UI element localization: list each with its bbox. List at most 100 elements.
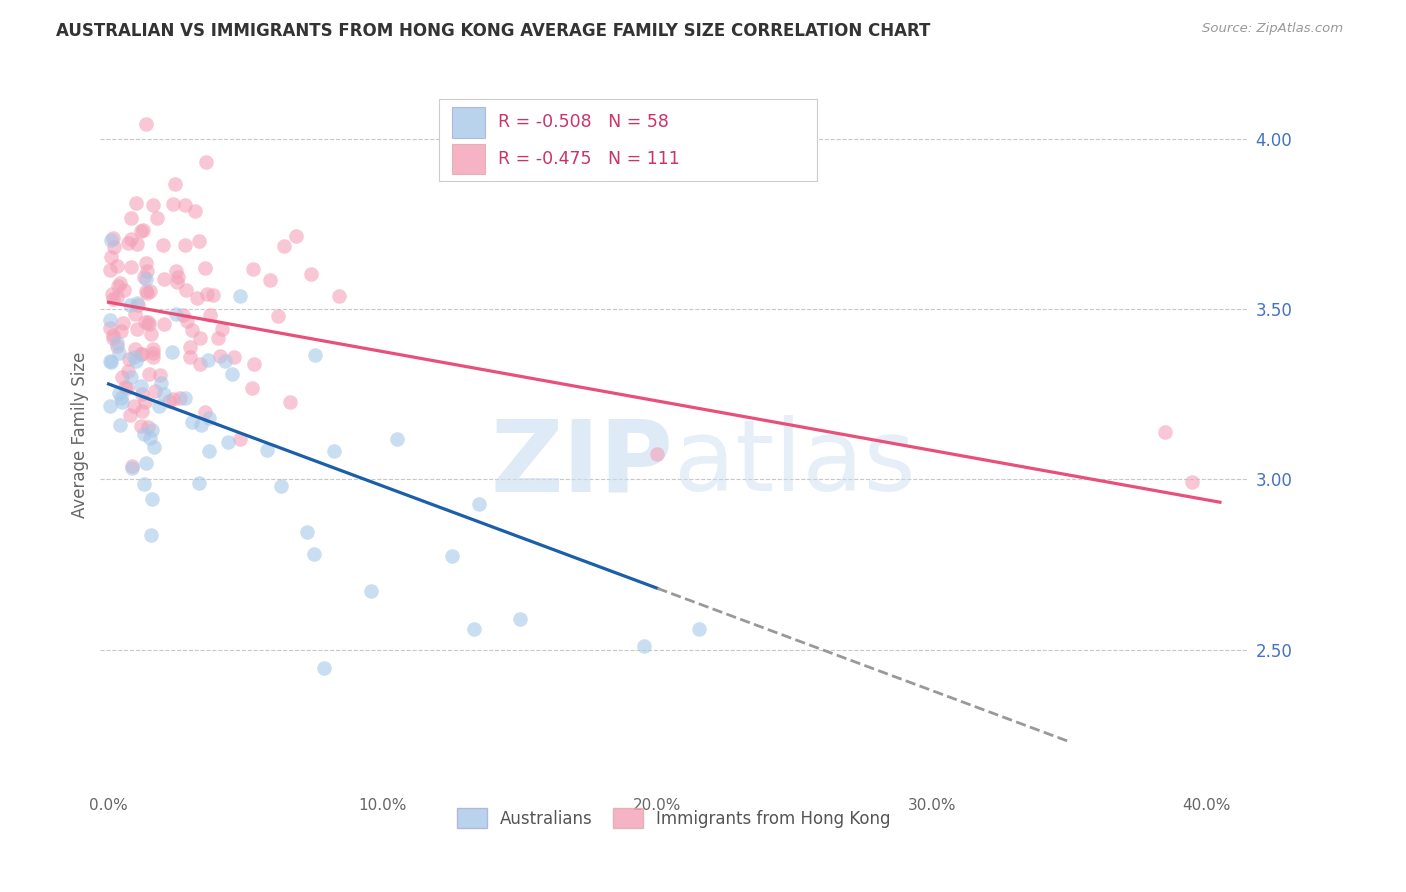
Point bbox=[207, 331, 229, 345]
Point bbox=[242, 262, 264, 277]
Point bbox=[117, 235, 139, 250]
Point bbox=[134, 269, 156, 284]
Point bbox=[224, 350, 246, 364]
Point bbox=[256, 443, 278, 458]
Point bbox=[142, 342, 165, 356]
Point bbox=[173, 237, 195, 252]
Point bbox=[125, 354, 148, 368]
Point bbox=[198, 411, 221, 425]
Point bbox=[463, 623, 485, 637]
Point bbox=[98, 262, 121, 277]
Point bbox=[135, 285, 157, 299]
Point bbox=[197, 352, 219, 367]
Point bbox=[134, 427, 156, 442]
Point bbox=[125, 296, 148, 310]
Point bbox=[135, 456, 157, 470]
Point bbox=[108, 418, 131, 433]
Point bbox=[162, 392, 184, 407]
Text: R = -0.475   N = 111: R = -0.475 N = 111 bbox=[498, 150, 681, 168]
Point bbox=[174, 391, 197, 405]
Point bbox=[141, 528, 163, 542]
Point bbox=[299, 267, 322, 281]
Point bbox=[100, 233, 122, 247]
Point bbox=[174, 198, 197, 212]
Point bbox=[304, 547, 326, 561]
Point bbox=[240, 380, 263, 394]
Point bbox=[136, 315, 159, 329]
Point bbox=[118, 351, 141, 366]
Point bbox=[188, 357, 211, 371]
Point bbox=[117, 364, 139, 378]
FancyBboxPatch shape bbox=[439, 99, 817, 181]
Text: AUSTRALIAN VS IMMIGRANTS FROM HONG KONG AVERAGE FAMILY SIZE CORRELATION CHART: AUSTRALIAN VS IMMIGRANTS FROM HONG KONG … bbox=[56, 22, 931, 40]
Point bbox=[142, 350, 165, 364]
Point bbox=[98, 321, 121, 335]
Point bbox=[197, 444, 219, 458]
Point bbox=[468, 497, 491, 511]
Point bbox=[259, 273, 281, 287]
Point bbox=[149, 376, 172, 390]
Point bbox=[121, 458, 143, 473]
Point bbox=[242, 358, 264, 372]
Point bbox=[117, 382, 139, 396]
Point bbox=[221, 367, 243, 381]
Point bbox=[122, 351, 145, 365]
Point bbox=[121, 461, 143, 475]
Point bbox=[141, 423, 163, 437]
Point bbox=[647, 446, 669, 460]
Point bbox=[179, 350, 201, 364]
Point bbox=[129, 379, 152, 393]
Point bbox=[509, 612, 531, 626]
Point bbox=[132, 223, 155, 237]
Point bbox=[98, 400, 121, 414]
Point bbox=[107, 346, 129, 360]
Point bbox=[194, 405, 217, 419]
Point bbox=[101, 286, 124, 301]
Point bbox=[152, 387, 174, 401]
Point bbox=[211, 322, 233, 336]
Point bbox=[440, 549, 463, 564]
Point bbox=[149, 368, 172, 383]
Point bbox=[198, 308, 221, 322]
Point bbox=[135, 117, 157, 131]
Point bbox=[285, 228, 308, 243]
Point bbox=[145, 211, 167, 226]
Point bbox=[180, 415, 202, 429]
Point bbox=[132, 476, 155, 491]
Point bbox=[105, 336, 128, 351]
Point bbox=[176, 314, 198, 328]
Point bbox=[122, 400, 145, 414]
Point bbox=[157, 394, 180, 409]
Y-axis label: Average Family Size: Average Family Size bbox=[72, 351, 89, 518]
Point bbox=[141, 492, 163, 507]
Point bbox=[125, 322, 148, 336]
Point bbox=[194, 155, 217, 169]
Point bbox=[270, 479, 292, 493]
FancyBboxPatch shape bbox=[453, 107, 485, 137]
Point bbox=[165, 264, 187, 278]
Point bbox=[101, 327, 124, 342]
Point bbox=[314, 661, 336, 675]
Point bbox=[139, 431, 162, 445]
Point bbox=[295, 524, 318, 539]
Point bbox=[135, 272, 157, 286]
Point bbox=[120, 232, 142, 246]
Point bbox=[278, 394, 301, 409]
Point bbox=[111, 370, 134, 384]
Point bbox=[188, 330, 211, 344]
Point bbox=[229, 433, 252, 447]
Point bbox=[139, 326, 162, 341]
Text: atlas: atlas bbox=[673, 415, 915, 512]
Point bbox=[118, 298, 141, 312]
Point bbox=[153, 272, 176, 286]
Legend: Australians, Immigrants from Hong Kong: Australians, Immigrants from Hong Kong bbox=[450, 802, 897, 834]
Point bbox=[148, 399, 170, 413]
Point bbox=[138, 317, 160, 331]
Text: ZIP: ZIP bbox=[491, 415, 673, 512]
Point bbox=[135, 285, 157, 300]
Point bbox=[194, 260, 217, 275]
Point bbox=[142, 346, 165, 360]
Point bbox=[114, 380, 136, 394]
Point bbox=[188, 476, 211, 491]
Point bbox=[266, 310, 288, 324]
